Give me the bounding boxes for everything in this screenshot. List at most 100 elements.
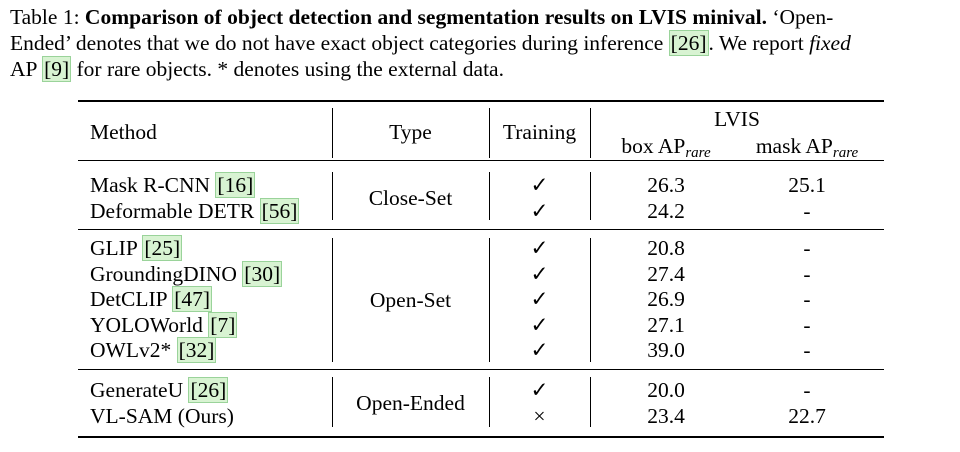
column-divider — [332, 108, 333, 158]
column-divider — [590, 238, 591, 362]
mask-ap-value: 22.7 — [788, 403, 826, 428]
method-name: GLIP [25] — [90, 235, 183, 261]
header-box-ap: box APrare — [596, 133, 736, 166]
caption-label: Table 1: — [10, 5, 80, 29]
training-mark: ✓ — [530, 198, 549, 223]
header-box-ap-label: box AP — [621, 134, 686, 158]
box-ap-value: 26.9 — [647, 287, 685, 311]
table-row: GroundingDINO [30] ✓ 27.4 - — [78, 260, 884, 287]
table-row: YOLOWorld [7] ✓ 27.1 - — [78, 311, 884, 338]
column-divider — [332, 238, 333, 362]
table-row: GenerateU [26] ✓ 20.0 - — [78, 377, 884, 403]
mask-ap-value: 25.1 — [788, 173, 826, 197]
training-mark: ✓ — [530, 261, 549, 286]
method-name-text: Mask R-CNN — [90, 173, 216, 197]
box-ap-value: 26.3 — [647, 173, 685, 197]
method-name-text: GroundingDINO — [90, 261, 243, 286]
method-name: GenerateU [26] — [90, 377, 229, 403]
method-name-text: GLIP — [90, 236, 143, 260]
header-training: Training — [502, 120, 577, 144]
training-mark: ✓ — [530, 338, 549, 362]
caption-title: Comparison of object detection and segme… — [84, 5, 767, 29]
citation-link[interactable]: [26] — [188, 377, 229, 403]
column-divider — [590, 172, 591, 220]
method-name: OWLv2* [32] — [90, 337, 217, 363]
caption-text-4: AP — [10, 57, 43, 81]
method-name-text: Deformable DETR — [90, 198, 260, 223]
training-mark: ✓ — [530, 378, 549, 402]
caption-text-1: ‘Open- — [772, 5, 834, 29]
citation-link[interactable]: [16] — [215, 172, 256, 198]
mask-ap-value: - — [803, 338, 811, 362]
column-divider — [489, 238, 490, 362]
table-row: Deformable DETR [56] ✓ 24.2 - — [78, 197, 884, 224]
top-rule — [78, 100, 884, 102]
caption-text-3: . We report — [708, 31, 810, 55]
table-row: VL-SAM (Ours) × 23.4 22.7 — [78, 403, 884, 429]
table-caption: Table 1: Comparison of object detection … — [10, 4, 954, 82]
group-type-label: Open-Ended — [356, 391, 465, 415]
method-name-text: OWLv2* — [90, 338, 177, 362]
citation-link[interactable]: [32] — [176, 337, 217, 363]
box-ap-value: 27.4 — [647, 261, 685, 286]
citation-link[interactable]: [26] — [668, 30, 709, 56]
header-box-ap-sub: rare — [685, 145, 711, 161]
table-row: GLIP [25] ✓ 20.8 - — [78, 235, 884, 261]
column-divider — [489, 108, 490, 158]
method-name: YOLOWorld [7] — [90, 311, 238, 338]
column-divider — [489, 172, 490, 220]
box-ap-value: 20.0 — [647, 378, 685, 402]
group-rule — [78, 369, 884, 370]
citation-link[interactable]: [30] — [242, 260, 283, 287]
mask-ap-value: - — [803, 236, 811, 260]
header-method: Method — [90, 120, 157, 144]
bottom-rule — [78, 436, 884, 438]
caption-text-2: Ended’ denotes that we do not have exact… — [10, 31, 669, 55]
method-name: Deformable DETR [56] — [90, 197, 300, 224]
mask-ap-value: - — [803, 261, 811, 286]
method-name-text: VL-SAM (Ours) — [90, 403, 234, 428]
column-divider — [489, 377, 490, 427]
header-lvis: LVIS — [714, 107, 760, 131]
citation-link[interactable]: [9] — [42, 56, 72, 82]
box-ap-value: 23.4 — [647, 403, 685, 428]
citation-link[interactable]: [56] — [259, 197, 300, 224]
header-mask-ap-label: mask AP — [755, 134, 833, 158]
mask-ap-value: - — [803, 198, 811, 223]
box-ap-value: 24.2 — [647, 198, 685, 223]
training-mark: × — [533, 403, 546, 428]
training-mark: ✓ — [530, 312, 549, 337]
column-divider — [590, 108, 591, 158]
training-mark: ✓ — [530, 236, 549, 260]
group-type-label: Close-Set — [368, 186, 453, 210]
column-divider — [590, 377, 591, 427]
mask-ap-value: - — [803, 312, 811, 337]
group-rule — [78, 229, 884, 230]
citation-link[interactable]: [7] — [208, 311, 238, 338]
method-name: DetCLIP [47] — [90, 286, 213, 312]
method-name: VL-SAM (Ours) — [90, 403, 234, 429]
caption-text-5: for rare objects. * denotes using the ex… — [71, 57, 504, 81]
box-ap-value: 39.0 — [647, 338, 685, 362]
training-mark: ✓ — [530, 173, 549, 197]
caption-italic-fixed: fixed — [809, 31, 851, 55]
header-type: Type — [389, 120, 432, 144]
training-mark: ✓ — [530, 287, 549, 311]
mask-ap-value: - — [803, 378, 811, 402]
column-divider — [332, 172, 333, 220]
box-ap-value: 20.8 — [647, 236, 685, 260]
group-type-label: Open-Set — [369, 288, 452, 312]
method-name-text: YOLOWorld — [90, 312, 209, 337]
mask-ap-value: - — [803, 287, 811, 311]
header-mask-ap: mask APrare — [736, 133, 878, 166]
method-name-text: GenerateU — [90, 378, 189, 402]
results-table: Method Type Training LVIS box APrare mas… — [78, 100, 884, 440]
table-row: OWLv2* [32] ✓ 39.0 - — [78, 337, 884, 363]
box-ap-value: 27.1 — [647, 312, 685, 337]
method-name: Mask R-CNN [16] — [90, 172, 256, 198]
method-name-text: DetCLIP — [90, 287, 173, 311]
column-divider — [332, 377, 333, 427]
citation-link[interactable]: [25] — [142, 235, 183, 261]
header-rule — [78, 160, 884, 161]
citation-link[interactable]: [47] — [172, 286, 213, 312]
